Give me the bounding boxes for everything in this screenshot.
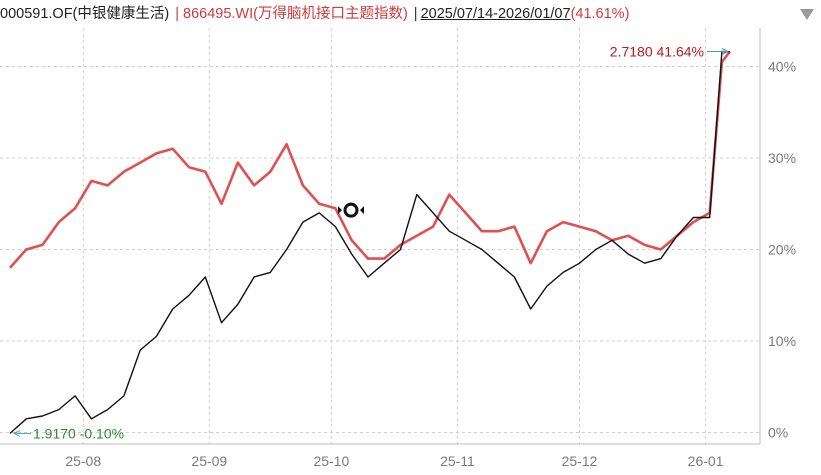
start-value-label: 1.9170 -0.10% — [33, 425, 124, 441]
index-series-label[interactable]: 866495.WI(万得脑机接口主题指数) — [183, 6, 408, 22]
period-return: (41.61%) — [570, 6, 630, 22]
index-series-line — [9, 50, 732, 269]
y-tick-label: 0% — [768, 425, 788, 441]
y-axis: 0% 10% 20% 30% 40% — [759, 28, 796, 444]
end-value-label: 2.7180 41.64% — [610, 43, 704, 59]
x-tick-label: 25-10 — [313, 453, 349, 469]
series-lines — [9, 50, 732, 434]
header-separator: | — [175, 6, 179, 22]
y-tick-label: 20% — [768, 242, 796, 258]
x-tick-label: 25-12 — [562, 453, 598, 469]
end-pointer-arrow — [721, 48, 730, 55]
dropdown-triangle-icon[interactable] — [800, 9, 814, 20]
fund-series-line — [9, 50, 731, 434]
chart-header: 000591.OF(中银健康生活) | 866495.WI(万得脑机接口主题指数) |… — [0, 3, 821, 25]
y-tick-label: 10% — [768, 333, 796, 349]
fund-series-label[interactable]: 000591.OF(中银健康生活) — [0, 6, 170, 22]
crosshair-marker-icon[interactable] — [338, 202, 364, 218]
x-tick-label: 25-08 — [65, 453, 101, 469]
annotations: 2.7180 41.64% 1.9170 -0.10% — [12, 43, 730, 441]
date-range-link[interactable]: 2025/07/14-2026/01/07 — [420, 6, 571, 22]
header-separator-2: | — [413, 6, 418, 22]
y-tick-label: 30% — [768, 150, 796, 166]
marker-left-arrow — [338, 206, 342, 215]
x-tick-label: 25-09 — [191, 453, 227, 469]
x-tick-label: 25-11 — [440, 453, 475, 469]
marker-ring — [343, 202, 359, 218]
start-pointer-arrow — [12, 429, 21, 437]
marker-right-arrow — [360, 206, 364, 215]
chart-grid — [0, 28, 760, 444]
x-tick-label: 26-01 — [688, 453, 724, 469]
y-tick-label: 40% — [768, 59, 796, 75]
